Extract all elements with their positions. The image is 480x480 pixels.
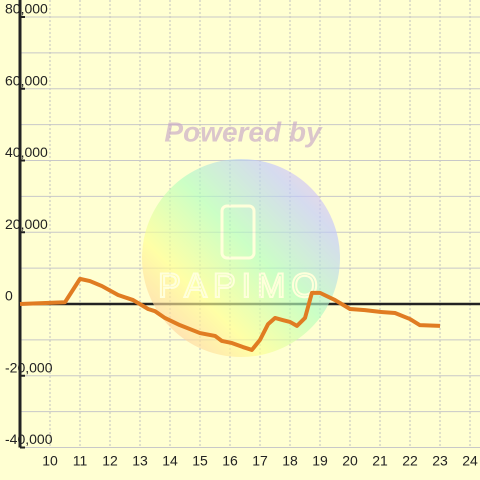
y-tick-label: 20,000 (5, 216, 48, 232)
y-tick-label: -40,000 (5, 431, 53, 447)
watermark-logo: PAPIMO (158, 267, 324, 305)
x-tick-label: 14 (162, 453, 178, 469)
watermark-title: Powered by (164, 116, 323, 147)
x-tick-label: 13 (132, 453, 148, 469)
x-tick-label: 15 (192, 453, 208, 469)
watermark: Powered by PAPIMO (142, 116, 340, 357)
x-tick-label: 23 (432, 453, 448, 469)
x-tick-label: 20 (342, 453, 358, 469)
data-line (19, 276, 441, 352)
x-tick-label: 18 (282, 453, 298, 469)
x-tick-label: 16 (222, 453, 238, 469)
y-tick-label: -20,000 (5, 359, 53, 375)
x-tick-label: 22 (402, 453, 418, 469)
x-tick-label: 21 (372, 453, 388, 469)
watermark-icon (220, 204, 256, 260)
y-tick-label: 40,000 (5, 144, 48, 160)
x-tick-label: 17 (252, 453, 268, 469)
y-tick-label: 60,000 (5, 72, 48, 88)
x-tick-label: 10 (42, 453, 58, 469)
y-tick-label: 80,000 (5, 1, 48, 17)
x-tick-label: 19 (312, 453, 328, 469)
x-tick-label: 12 (102, 453, 118, 469)
y-tick-label: 0 (5, 288, 13, 304)
x-tick-label: 24 (462, 453, 478, 469)
x-tick-label: 11 (73, 453, 88, 469)
